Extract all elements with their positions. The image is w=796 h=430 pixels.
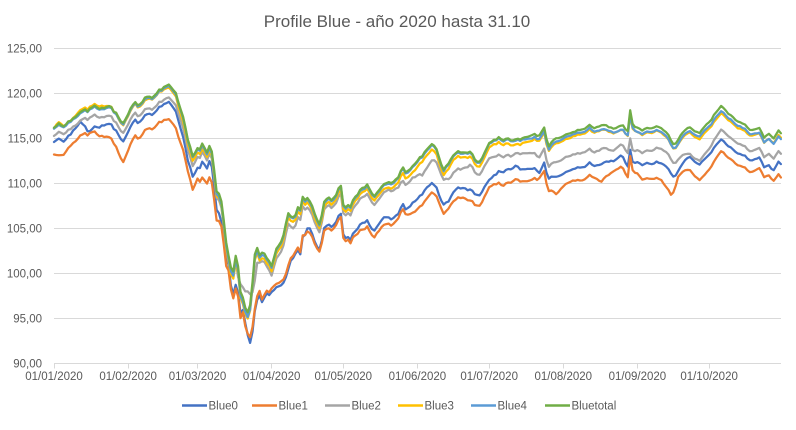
svg-text:01/02/2020: 01/02/2020 — [99, 371, 157, 383]
svg-text:01/08/2020: 01/08/2020 — [535, 371, 593, 383]
svg-text:01/03/2020: 01/03/2020 — [169, 371, 227, 383]
svg-text:100,00: 100,00 — [7, 269, 42, 281]
svg-text:120,00: 120,00 — [7, 89, 42, 101]
svg-text:01/04/2020: 01/04/2020 — [243, 371, 301, 383]
svg-text:Blue1: Blue1 — [279, 401, 308, 413]
svg-text:01/01/2020: 01/01/2020 — [25, 371, 83, 383]
svg-text:Blue2: Blue2 — [352, 401, 381, 413]
svg-text:01/09/2020: 01/09/2020 — [609, 371, 667, 383]
svg-text:95,00: 95,00 — [13, 313, 42, 325]
svg-text:115,00: 115,00 — [8, 134, 42, 146]
svg-text:105,00: 105,00 — [7, 224, 42, 236]
svg-text:Bluetotal: Bluetotal — [572, 401, 617, 413]
svg-text:110,00: 110,00 — [8, 179, 42, 191]
svg-text:01/05/2020: 01/05/2020 — [315, 371, 373, 383]
svg-text:Blue3: Blue3 — [425, 401, 454, 413]
svg-text:90,00: 90,00 — [13, 358, 42, 370]
svg-text:Profile Blue - año 2020 hasta: Profile Blue - año 2020 hasta 31.10 — [264, 12, 531, 31]
svg-text:01/10/2020: 01/10/2020 — [680, 371, 738, 383]
svg-text:01/06/2020: 01/06/2020 — [389, 371, 447, 383]
svg-text:01/07/2020: 01/07/2020 — [460, 371, 518, 383]
svg-text:125,00: 125,00 — [7, 44, 42, 56]
svg-text:Blue0: Blue0 — [209, 401, 238, 413]
svg-text:Blue4: Blue4 — [498, 401, 528, 413]
